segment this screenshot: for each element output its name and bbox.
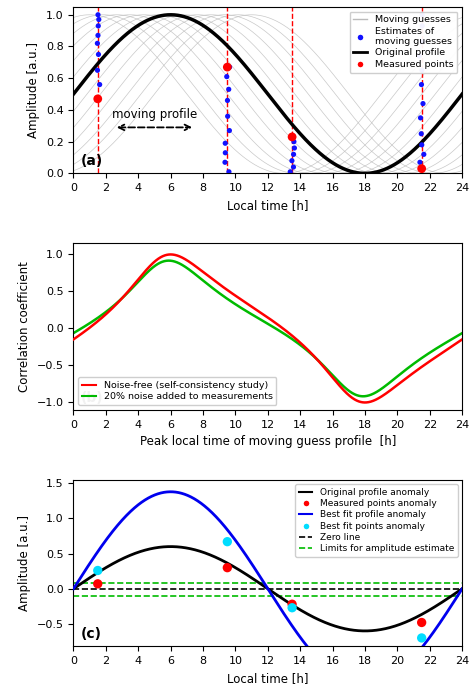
X-axis label: Peak local time of moving guess profile  [h]: Peak local time of moving guess profile … [140, 435, 396, 448]
Point [288, 131, 296, 142]
Point [418, 633, 426, 644]
Point [94, 21, 102, 31]
Point [94, 30, 102, 41]
Point [419, 21, 426, 31]
Legend: Moving guesses, Estimates of
moving guesses, Original profile, Measured points: Moving guesses, Estimates of moving gues… [349, 12, 457, 73]
Point [288, 602, 296, 613]
Point [224, 95, 231, 106]
Point [95, 49, 102, 60]
Point [225, 84, 233, 95]
Point [418, 65, 426, 76]
Text: (a): (a) [81, 154, 103, 168]
Point [290, 131, 297, 142]
Point [223, 71, 230, 82]
Point [420, 149, 428, 160]
Point [94, 65, 101, 76]
Point [290, 161, 297, 172]
Point [418, 79, 425, 90]
Point [226, 62, 233, 73]
Point [417, 112, 424, 123]
X-axis label: Local time [h]: Local time [h] [227, 672, 309, 684]
Point [290, 136, 298, 147]
Point [224, 62, 231, 73]
Point [419, 163, 426, 174]
Point [94, 93, 101, 104]
Point [94, 579, 101, 590]
Point [95, 14, 102, 25]
Point [288, 155, 296, 166]
Point [290, 149, 297, 160]
Text: (c): (c) [81, 627, 102, 641]
Point [221, 137, 229, 148]
Text: (b): (b) [81, 391, 104, 404]
Point [93, 38, 101, 49]
Legend: Noise-free (self-consistency study), 20% noise added to measurements: Noise-free (self-consistency study), 20%… [78, 378, 276, 405]
Point [291, 142, 298, 153]
Point [224, 536, 231, 547]
Y-axis label: Correlation coefficient: Correlation coefficient [18, 261, 31, 392]
Point [419, 10, 426, 21]
Text: moving profile: moving profile [112, 108, 197, 121]
Point [416, 157, 424, 168]
Point [94, 565, 101, 576]
Point [225, 166, 233, 177]
Point [221, 147, 229, 158]
Point [418, 140, 426, 150]
X-axis label: Local time [h]: Local time [h] [227, 198, 309, 211]
Point [418, 163, 426, 174]
Point [96, 79, 103, 90]
Legend: Original profile anomaly, Measured points anomaly, Best fit profile anomaly, Bes: Original profile anomaly, Measured point… [295, 484, 457, 557]
Point [418, 129, 425, 140]
Point [416, 51, 423, 62]
Y-axis label: Amplitude [a.u.]: Amplitude [a.u.] [27, 42, 40, 138]
Point [288, 598, 296, 609]
Point [419, 36, 426, 47]
Y-axis label: Amplitude [a.u.]: Amplitude [a.u.] [18, 515, 31, 611]
Point [221, 157, 229, 168]
Point [418, 617, 426, 628]
Point [419, 98, 427, 109]
Point [226, 125, 233, 136]
Point [224, 111, 231, 122]
Point [286, 166, 294, 177]
Point [94, 10, 102, 21]
Point [224, 562, 231, 573]
